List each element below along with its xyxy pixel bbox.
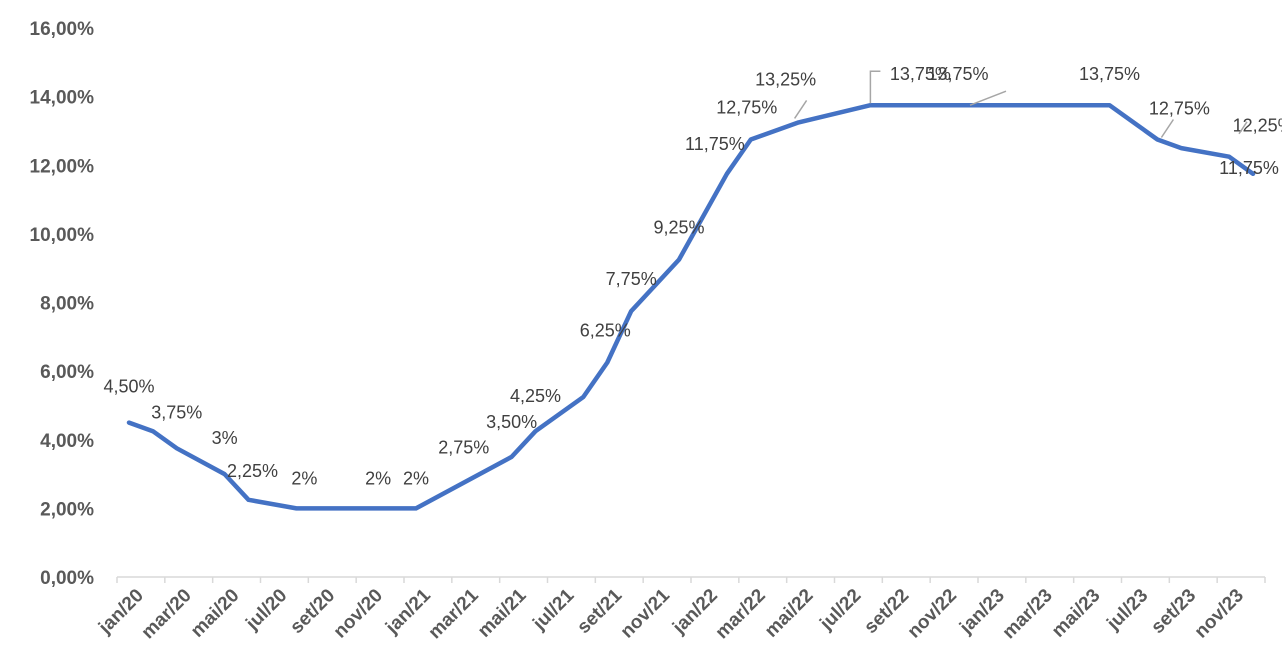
- data-label: 12,25%: [1233, 116, 1282, 136]
- data-label: 11,75%: [685, 134, 745, 154]
- label-leader-line: [793, 99, 808, 119]
- y-tick-label: 4,00%: [40, 431, 94, 452]
- y-tick-label: 14,00%: [30, 88, 95, 109]
- data-label: 2,25%: [227, 461, 278, 481]
- data-label: 11,75%: [1219, 158, 1279, 178]
- x-tick-label: nov/21: [617, 585, 675, 643]
- x-tick-label: mai/23: [1048, 585, 1105, 642]
- data-label: 3,50%: [486, 412, 537, 432]
- y-tick-label: 12,00%: [30, 156, 95, 177]
- y-tick-label: 8,00%: [40, 294, 94, 315]
- x-tick-label: mai/20: [187, 585, 244, 642]
- x-tick-label: mar/21: [425, 585, 483, 643]
- data-label: 2%: [403, 468, 429, 488]
- series-layer: [126, 102, 1256, 511]
- y-tick-label: 0,00%: [40, 568, 94, 589]
- data-label: 13,75%: [890, 64, 951, 84]
- x-tick-label: mar/20: [138, 585, 196, 643]
- label-leader-line: [1160, 119, 1175, 138]
- x-tick-label: mar/23: [999, 585, 1057, 643]
- x-tick-label: jul/23: [1102, 585, 1152, 635]
- x-tick-label: nov/22: [904, 585, 961, 642]
- data-label: 12,75%: [716, 98, 777, 118]
- label-leader-line: [969, 90, 1007, 106]
- x-tick-label: mai/21: [474, 585, 531, 642]
- y-tick-label: 16,00%: [30, 19, 95, 40]
- data-label: 6,25%: [580, 321, 631, 341]
- x-tick-label: nov/23: [1191, 585, 1248, 642]
- data-label: 3%: [212, 428, 238, 448]
- x-tick-label: mai/22: [761, 585, 818, 642]
- data-label: 7,75%: [606, 269, 657, 289]
- data-label: 9,25%: [653, 218, 704, 238]
- data-label: 13,75%: [927, 64, 988, 84]
- y-tick-label: 6,00%: [40, 362, 94, 383]
- data-label: 2%: [365, 468, 391, 488]
- data-label: 3,75%: [151, 402, 202, 422]
- data-labels: 4,50% 3,75% 3% 2,25% 2% 2% 2% 2,75% 3,50% 4,25% 6,…: [103, 64, 1282, 488]
- data-label: 2%: [291, 468, 317, 488]
- data-label: 4,25%: [510, 386, 561, 406]
- data-label: 4,50%: [103, 377, 154, 397]
- y-tick-label: 10,00%: [30, 225, 95, 246]
- x-tick-label: mar/22: [712, 585, 770, 643]
- x-tick-label: jul/21: [528, 585, 578, 635]
- series-line: [126, 102, 1256, 511]
- label-leader-line: [1238, 121, 1248, 135]
- x-tick-label: nov/20: [330, 585, 387, 642]
- data-label: 12,75%: [1149, 99, 1210, 119]
- x-tick-label: jul/22: [815, 585, 865, 635]
- data-label: 13,75%: [1079, 64, 1140, 84]
- y-axis: 0,00% 2,00% 4,00% 6,00% 8,00% 10,00% 12,00% 14,…: [30, 19, 95, 589]
- y-tick-label: 2,00%: [40, 499, 94, 520]
- data-label: 13,25%: [755, 69, 816, 89]
- label-leader-line: [869, 70, 881, 104]
- x-tick-label: jul/20: [241, 585, 291, 635]
- x-axis: jan/20mar/20mai/20jul/20set/20nov/20jan/…: [94, 576, 1266, 643]
- data-label: 2,75%: [438, 438, 489, 458]
